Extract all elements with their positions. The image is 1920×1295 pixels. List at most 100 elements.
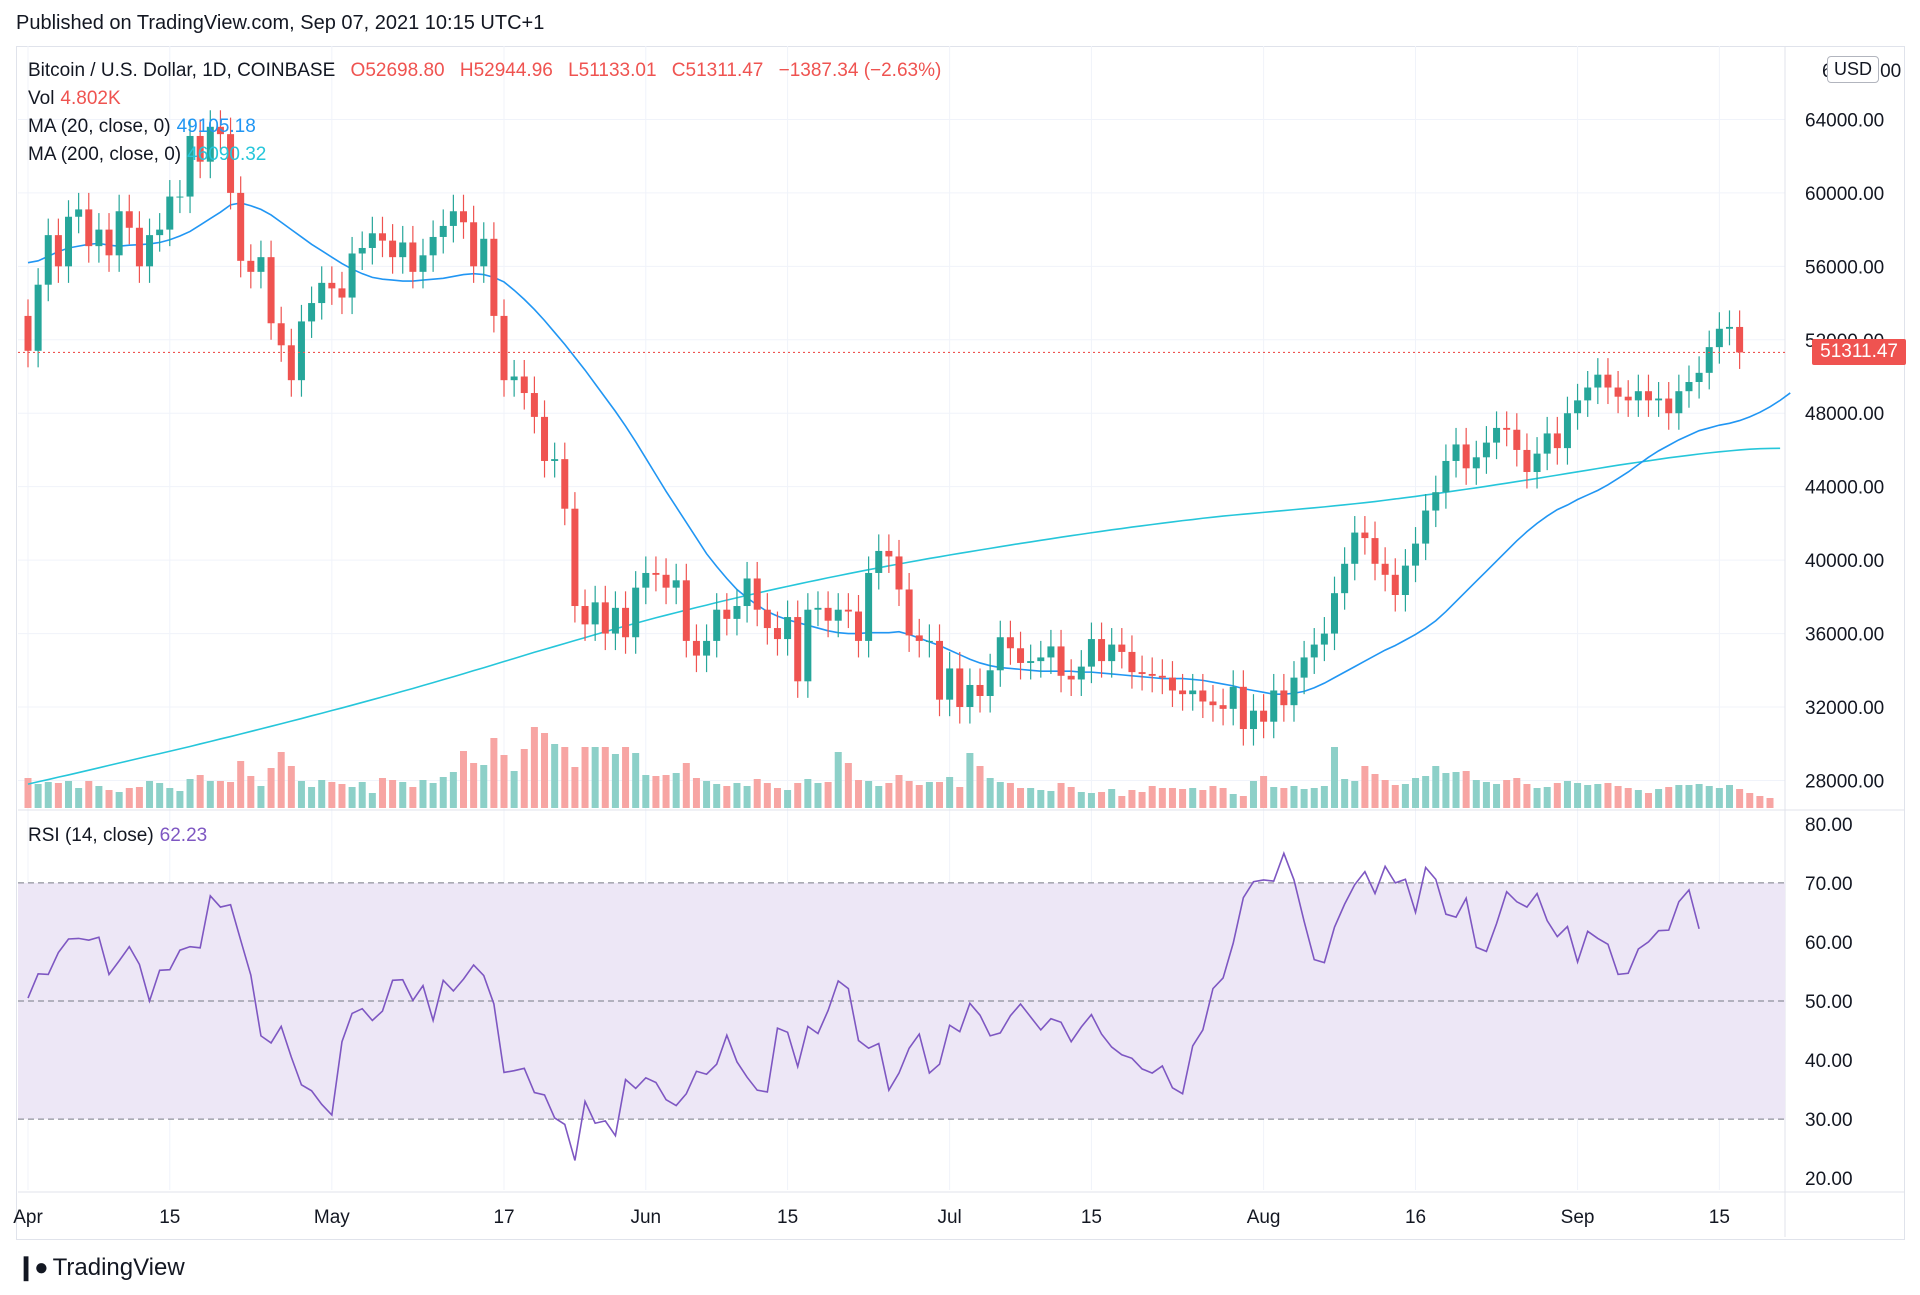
candle-body[interactable] [1300,657,1308,678]
candle-body[interactable] [622,607,630,638]
candle-body[interactable] [409,242,417,272]
candle-body[interactable] [277,323,285,346]
candle-body[interactable] [905,589,913,636]
candle-body[interactable] [956,668,964,708]
candle-body[interactable] [1584,387,1592,401]
candle-body[interactable] [1401,565,1409,596]
candle-body[interactable] [642,572,650,588]
candle-body[interactable] [1158,675,1166,678]
candle-body[interactable] [1087,639,1095,667]
candle-body[interactable] [662,574,670,588]
candle-body[interactable] [1047,646,1055,658]
candle-body[interactable] [713,609,721,641]
candle-body[interactable] [703,640,711,656]
candle-body[interactable] [1665,398,1673,414]
candle-body[interactable] [1472,457,1480,469]
ma20-legend[interactable]: MA (20, close, 0) 49105.18 [28,116,256,138]
candle-body[interactable] [166,196,174,230]
candle-body[interactable] [652,572,660,575]
candle-body[interactable] [925,640,933,642]
candle-body[interactable] [1351,532,1359,564]
candle-body[interactable] [1168,677,1176,691]
candle-body[interactable] [794,617,802,682]
candle-body[interactable] [1331,593,1338,634]
candle-body[interactable] [1624,396,1632,401]
candle-body[interactable] [784,617,792,640]
candle-body[interactable] [439,225,447,237]
candle-body[interactable] [480,238,488,267]
candle-body[interactable] [287,345,295,381]
candle-body[interactable] [875,550,883,573]
candle-body[interactable] [1614,387,1622,397]
candle-body[interactable] [844,609,852,612]
candle-body[interactable] [1736,326,1744,353]
candle-body[interactable] [1705,347,1713,373]
candle-body[interactable] [1189,690,1197,695]
candle-body[interactable] [1361,532,1369,539]
candle-body[interactable] [247,260,255,272]
tradingview-logo[interactable]: ❙● TradingView [16,1253,185,1282]
candle-body[interactable] [328,282,336,289]
candle-body[interactable] [814,607,822,610]
candle-body[interactable] [1138,672,1146,674]
candle-body[interactable] [1725,326,1733,329]
candle-body[interactable] [34,284,42,351]
candle-body[interactable] [1574,400,1582,414]
candle-body[interactable] [1533,453,1541,472]
candle-body[interactable] [1077,666,1085,680]
candle-body[interactable] [936,640,944,700]
candle-body[interactable] [389,240,397,258]
candle-body[interactable] [1006,637,1014,649]
ma200-legend[interactable]: MA (200, close, 0) 46090.32 [28,144,266,166]
candle-body[interactable] [1199,690,1207,702]
candle-body[interactable] [358,247,366,254]
candle-body[interactable] [1118,644,1126,652]
candle-body[interactable] [1553,433,1561,449]
candle-body[interactable] [1260,710,1268,722]
candle-body[interactable] [216,126,224,135]
candle-body[interactable] [692,640,700,656]
candle-body[interactable] [520,376,528,394]
candle-body[interactable] [1685,382,1693,392]
candle-body[interactable] [227,134,235,193]
candle-body[interactable] [196,135,204,162]
candle-body[interactable] [976,684,984,696]
candle-body[interactable] [946,668,954,700]
candle-body[interactable] [1482,442,1490,458]
candle-body[interactable] [1381,563,1389,575]
candle-body[interactable] [318,282,326,304]
chart-frame[interactable] [16,46,1905,1240]
candle-body[interactable] [672,580,680,588]
candle-body[interactable] [996,637,1004,671]
candle-body[interactable] [632,587,640,638]
candle-body[interactable] [95,229,103,247]
candle-body[interactable] [1523,449,1531,472]
candle-body[interactable] [1715,328,1723,348]
candle-body[interactable] [1594,374,1602,388]
candle-body[interactable] [1412,543,1420,566]
candle-body[interactable] [1644,391,1652,401]
candle-body[interactable] [378,233,386,241]
candle-body[interactable] [1239,686,1247,730]
candle-body[interactable] [176,196,184,198]
candle-body[interactable] [125,211,133,228]
candle-body[interactable] [1391,574,1399,596]
candle-body[interactable] [1503,427,1511,430]
candle-body[interactable] [966,684,974,708]
symbol-legend[interactable]: Bitcoin / U.S. Dollar, 1D, COINBASE O526… [28,60,941,82]
candle-body[interactable] [1209,701,1217,706]
candle-body[interactable] [348,253,356,298]
candle-body[interactable] [1280,690,1288,706]
candle-body[interactable] [1442,460,1450,493]
candle-body[interactable] [490,238,498,316]
candle-body[interactable] [1179,690,1187,695]
candle-body[interactable] [1270,690,1278,722]
candle-body[interactable] [156,229,164,236]
candle-body[interactable] [1493,427,1501,443]
candle-body[interactable] [1371,538,1379,564]
candle-body[interactable] [804,609,812,682]
candle-body[interactable] [1655,398,1663,401]
candle-body[interactable] [135,227,143,267]
candle-body[interactable] [1422,510,1430,544]
